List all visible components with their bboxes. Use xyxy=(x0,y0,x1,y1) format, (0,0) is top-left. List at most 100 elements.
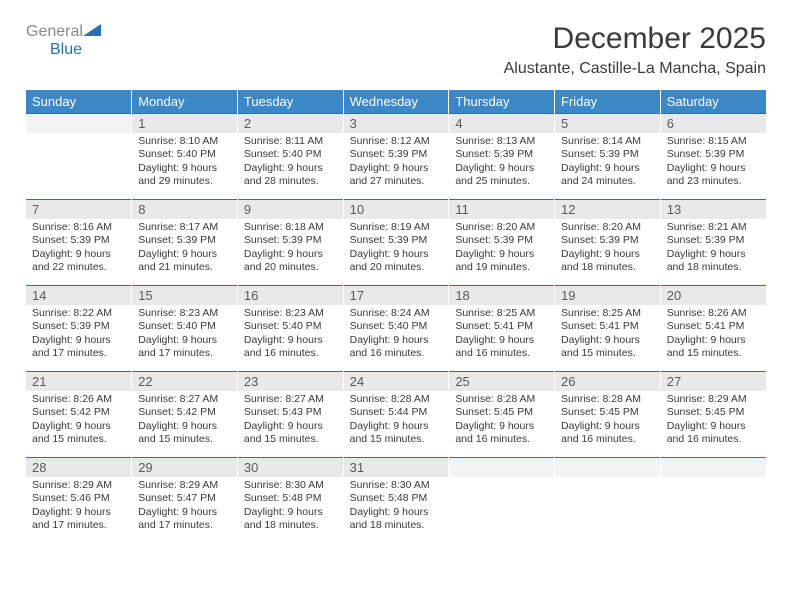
calendar-day-cell: 10Sunrise: 8:19 AMSunset: 5:39 PMDayligh… xyxy=(343,199,449,285)
day-number: 1 xyxy=(132,113,237,133)
day-details: Sunrise: 8:11 AMSunset: 5:40 PMDaylight:… xyxy=(238,133,343,193)
day-details: Sunrise: 8:28 AMSunset: 5:45 PMDaylight:… xyxy=(449,391,554,451)
day-number xyxy=(26,113,131,133)
day-number: 10 xyxy=(344,199,449,219)
day-number: 18 xyxy=(449,285,554,305)
calendar-day-cell: 30Sunrise: 8:30 AMSunset: 5:48 PMDayligh… xyxy=(237,457,343,543)
day-number: 28 xyxy=(26,457,131,477)
day-details: Sunrise: 8:17 AMSunset: 5:39 PMDaylight:… xyxy=(132,219,237,279)
day-number: 19 xyxy=(555,285,660,305)
calendar-week-row: 28Sunrise: 8:29 AMSunset: 5:46 PMDayligh… xyxy=(26,457,766,543)
day-number: 9 xyxy=(238,199,343,219)
header: General Blue December 2025 Alustante, Ca… xyxy=(26,22,766,84)
day-number: 27 xyxy=(661,371,766,391)
day-number: 24 xyxy=(344,371,449,391)
calendar-day-cell: 23Sunrise: 8:27 AMSunset: 5:43 PMDayligh… xyxy=(237,371,343,457)
day-number: 31 xyxy=(344,457,449,477)
brand-part2: Blue xyxy=(26,41,82,58)
weekday-header: Monday xyxy=(132,90,238,113)
day-details: Sunrise: 8:28 AMSunset: 5:45 PMDaylight:… xyxy=(555,391,660,451)
calendar-day-cell xyxy=(449,457,555,543)
brand-part1: General xyxy=(26,23,83,40)
calendar-day-cell: 22Sunrise: 8:27 AMSunset: 5:42 PMDayligh… xyxy=(132,371,238,457)
weekday-header: Saturday xyxy=(660,90,766,113)
day-details: Sunrise: 8:28 AMSunset: 5:44 PMDaylight:… xyxy=(344,391,449,451)
calendar-day-cell: 11Sunrise: 8:20 AMSunset: 5:39 PMDayligh… xyxy=(449,199,555,285)
calendar-day-cell: 6Sunrise: 8:15 AMSunset: 5:39 PMDaylight… xyxy=(660,113,766,199)
calendar-day-cell: 19Sunrise: 8:25 AMSunset: 5:41 PMDayligh… xyxy=(555,285,661,371)
day-number: 17 xyxy=(344,285,449,305)
day-details: Sunrise: 8:29 AMSunset: 5:45 PMDaylight:… xyxy=(661,391,766,451)
day-details: Sunrise: 8:18 AMSunset: 5:39 PMDaylight:… xyxy=(238,219,343,279)
day-number: 23 xyxy=(238,371,343,391)
day-details: Sunrise: 8:30 AMSunset: 5:48 PMDaylight:… xyxy=(238,477,343,537)
day-number xyxy=(555,457,660,477)
day-details: Sunrise: 8:29 AMSunset: 5:47 PMDaylight:… xyxy=(132,477,237,537)
weekday-header-row: SundayMondayTuesdayWednesdayThursdayFrid… xyxy=(26,90,766,113)
calendar-day-cell: 25Sunrise: 8:28 AMSunset: 5:45 PMDayligh… xyxy=(449,371,555,457)
day-number: 16 xyxy=(238,285,343,305)
day-number: 20 xyxy=(661,285,766,305)
day-number: 15 xyxy=(132,285,237,305)
day-details: Sunrise: 8:19 AMSunset: 5:39 PMDaylight:… xyxy=(344,219,449,279)
calendar-day-cell: 17Sunrise: 8:24 AMSunset: 5:40 PMDayligh… xyxy=(343,285,449,371)
calendar-day-cell: 21Sunrise: 8:26 AMSunset: 5:42 PMDayligh… xyxy=(26,371,132,457)
day-details: Sunrise: 8:15 AMSunset: 5:39 PMDaylight:… xyxy=(661,133,766,193)
day-number: 7 xyxy=(26,199,131,219)
calendar-day-cell: 5Sunrise: 8:14 AMSunset: 5:39 PMDaylight… xyxy=(555,113,661,199)
calendar-day-cell: 7Sunrise: 8:16 AMSunset: 5:39 PMDaylight… xyxy=(26,199,132,285)
calendar-table: SundayMondayTuesdayWednesdayThursdayFrid… xyxy=(26,90,766,543)
day-details: Sunrise: 8:29 AMSunset: 5:46 PMDaylight:… xyxy=(26,477,131,537)
day-number: 30 xyxy=(238,457,343,477)
day-number: 3 xyxy=(344,113,449,133)
day-number: 8 xyxy=(132,199,237,219)
day-details: Sunrise: 8:26 AMSunset: 5:41 PMDaylight:… xyxy=(661,305,766,365)
calendar-day-cell: 29Sunrise: 8:29 AMSunset: 5:47 PMDayligh… xyxy=(132,457,238,543)
day-number xyxy=(449,457,554,477)
day-details: Sunrise: 8:10 AMSunset: 5:40 PMDaylight:… xyxy=(132,133,237,193)
brand-triangle-icon xyxy=(83,22,101,41)
calendar-day-cell: 3Sunrise: 8:12 AMSunset: 5:39 PMDaylight… xyxy=(343,113,449,199)
day-number: 11 xyxy=(449,199,554,219)
day-details: Sunrise: 8:20 AMSunset: 5:39 PMDaylight:… xyxy=(449,219,554,279)
brand-logo: General Blue xyxy=(26,22,101,59)
day-details: Sunrise: 8:12 AMSunset: 5:39 PMDaylight:… xyxy=(344,133,449,193)
day-details: Sunrise: 8:14 AMSunset: 5:39 PMDaylight:… xyxy=(555,133,660,193)
day-number: 25 xyxy=(449,371,554,391)
weekday-header: Thursday xyxy=(449,90,555,113)
weekday-header: Tuesday xyxy=(237,90,343,113)
calendar-week-row: 14Sunrise: 8:22 AMSunset: 5:39 PMDayligh… xyxy=(26,285,766,371)
calendar-day-cell: 20Sunrise: 8:26 AMSunset: 5:41 PMDayligh… xyxy=(660,285,766,371)
day-number: 21 xyxy=(26,371,131,391)
calendar-day-cell: 31Sunrise: 8:30 AMSunset: 5:48 PMDayligh… xyxy=(343,457,449,543)
location: Alustante, Castille-La Mancha, Spain xyxy=(504,60,766,78)
day-number: 12 xyxy=(555,199,660,219)
calendar-day-cell: 12Sunrise: 8:20 AMSunset: 5:39 PMDayligh… xyxy=(555,199,661,285)
calendar-day-cell: 15Sunrise: 8:23 AMSunset: 5:40 PMDayligh… xyxy=(132,285,238,371)
day-details: Sunrise: 8:22 AMSunset: 5:39 PMDaylight:… xyxy=(26,305,131,365)
weekday-header: Wednesday xyxy=(343,90,449,113)
calendar-day-cell: 26Sunrise: 8:28 AMSunset: 5:45 PMDayligh… xyxy=(555,371,661,457)
calendar-day-cell: 8Sunrise: 8:17 AMSunset: 5:39 PMDaylight… xyxy=(132,199,238,285)
day-details: Sunrise: 8:23 AMSunset: 5:40 PMDaylight:… xyxy=(238,305,343,365)
month-title: December 2025 xyxy=(504,22,766,56)
day-details: Sunrise: 8:25 AMSunset: 5:41 PMDaylight:… xyxy=(555,305,660,365)
calendar-day-cell: 18Sunrise: 8:25 AMSunset: 5:41 PMDayligh… xyxy=(449,285,555,371)
day-details: Sunrise: 8:26 AMSunset: 5:42 PMDaylight:… xyxy=(26,391,131,451)
day-number: 26 xyxy=(555,371,660,391)
day-number: 13 xyxy=(661,199,766,219)
calendar-day-cell: 28Sunrise: 8:29 AMSunset: 5:46 PMDayligh… xyxy=(26,457,132,543)
day-details: Sunrise: 8:21 AMSunset: 5:39 PMDaylight:… xyxy=(661,219,766,279)
day-details: Sunrise: 8:13 AMSunset: 5:39 PMDaylight:… xyxy=(449,133,554,193)
day-details: Sunrise: 8:27 AMSunset: 5:42 PMDaylight:… xyxy=(132,391,237,451)
day-number: 2 xyxy=(238,113,343,133)
calendar-week-row: 21Sunrise: 8:26 AMSunset: 5:42 PMDayligh… xyxy=(26,371,766,457)
day-details: Sunrise: 8:24 AMSunset: 5:40 PMDaylight:… xyxy=(344,305,449,365)
weekday-header: Sunday xyxy=(26,90,132,113)
calendar-day-cell: 9Sunrise: 8:18 AMSunset: 5:39 PMDaylight… xyxy=(237,199,343,285)
day-details: Sunrise: 8:20 AMSunset: 5:39 PMDaylight:… xyxy=(555,219,660,279)
day-number: 14 xyxy=(26,285,131,305)
day-details: Sunrise: 8:23 AMSunset: 5:40 PMDaylight:… xyxy=(132,305,237,365)
day-number: 5 xyxy=(555,113,660,133)
calendar-day-cell xyxy=(26,113,132,199)
